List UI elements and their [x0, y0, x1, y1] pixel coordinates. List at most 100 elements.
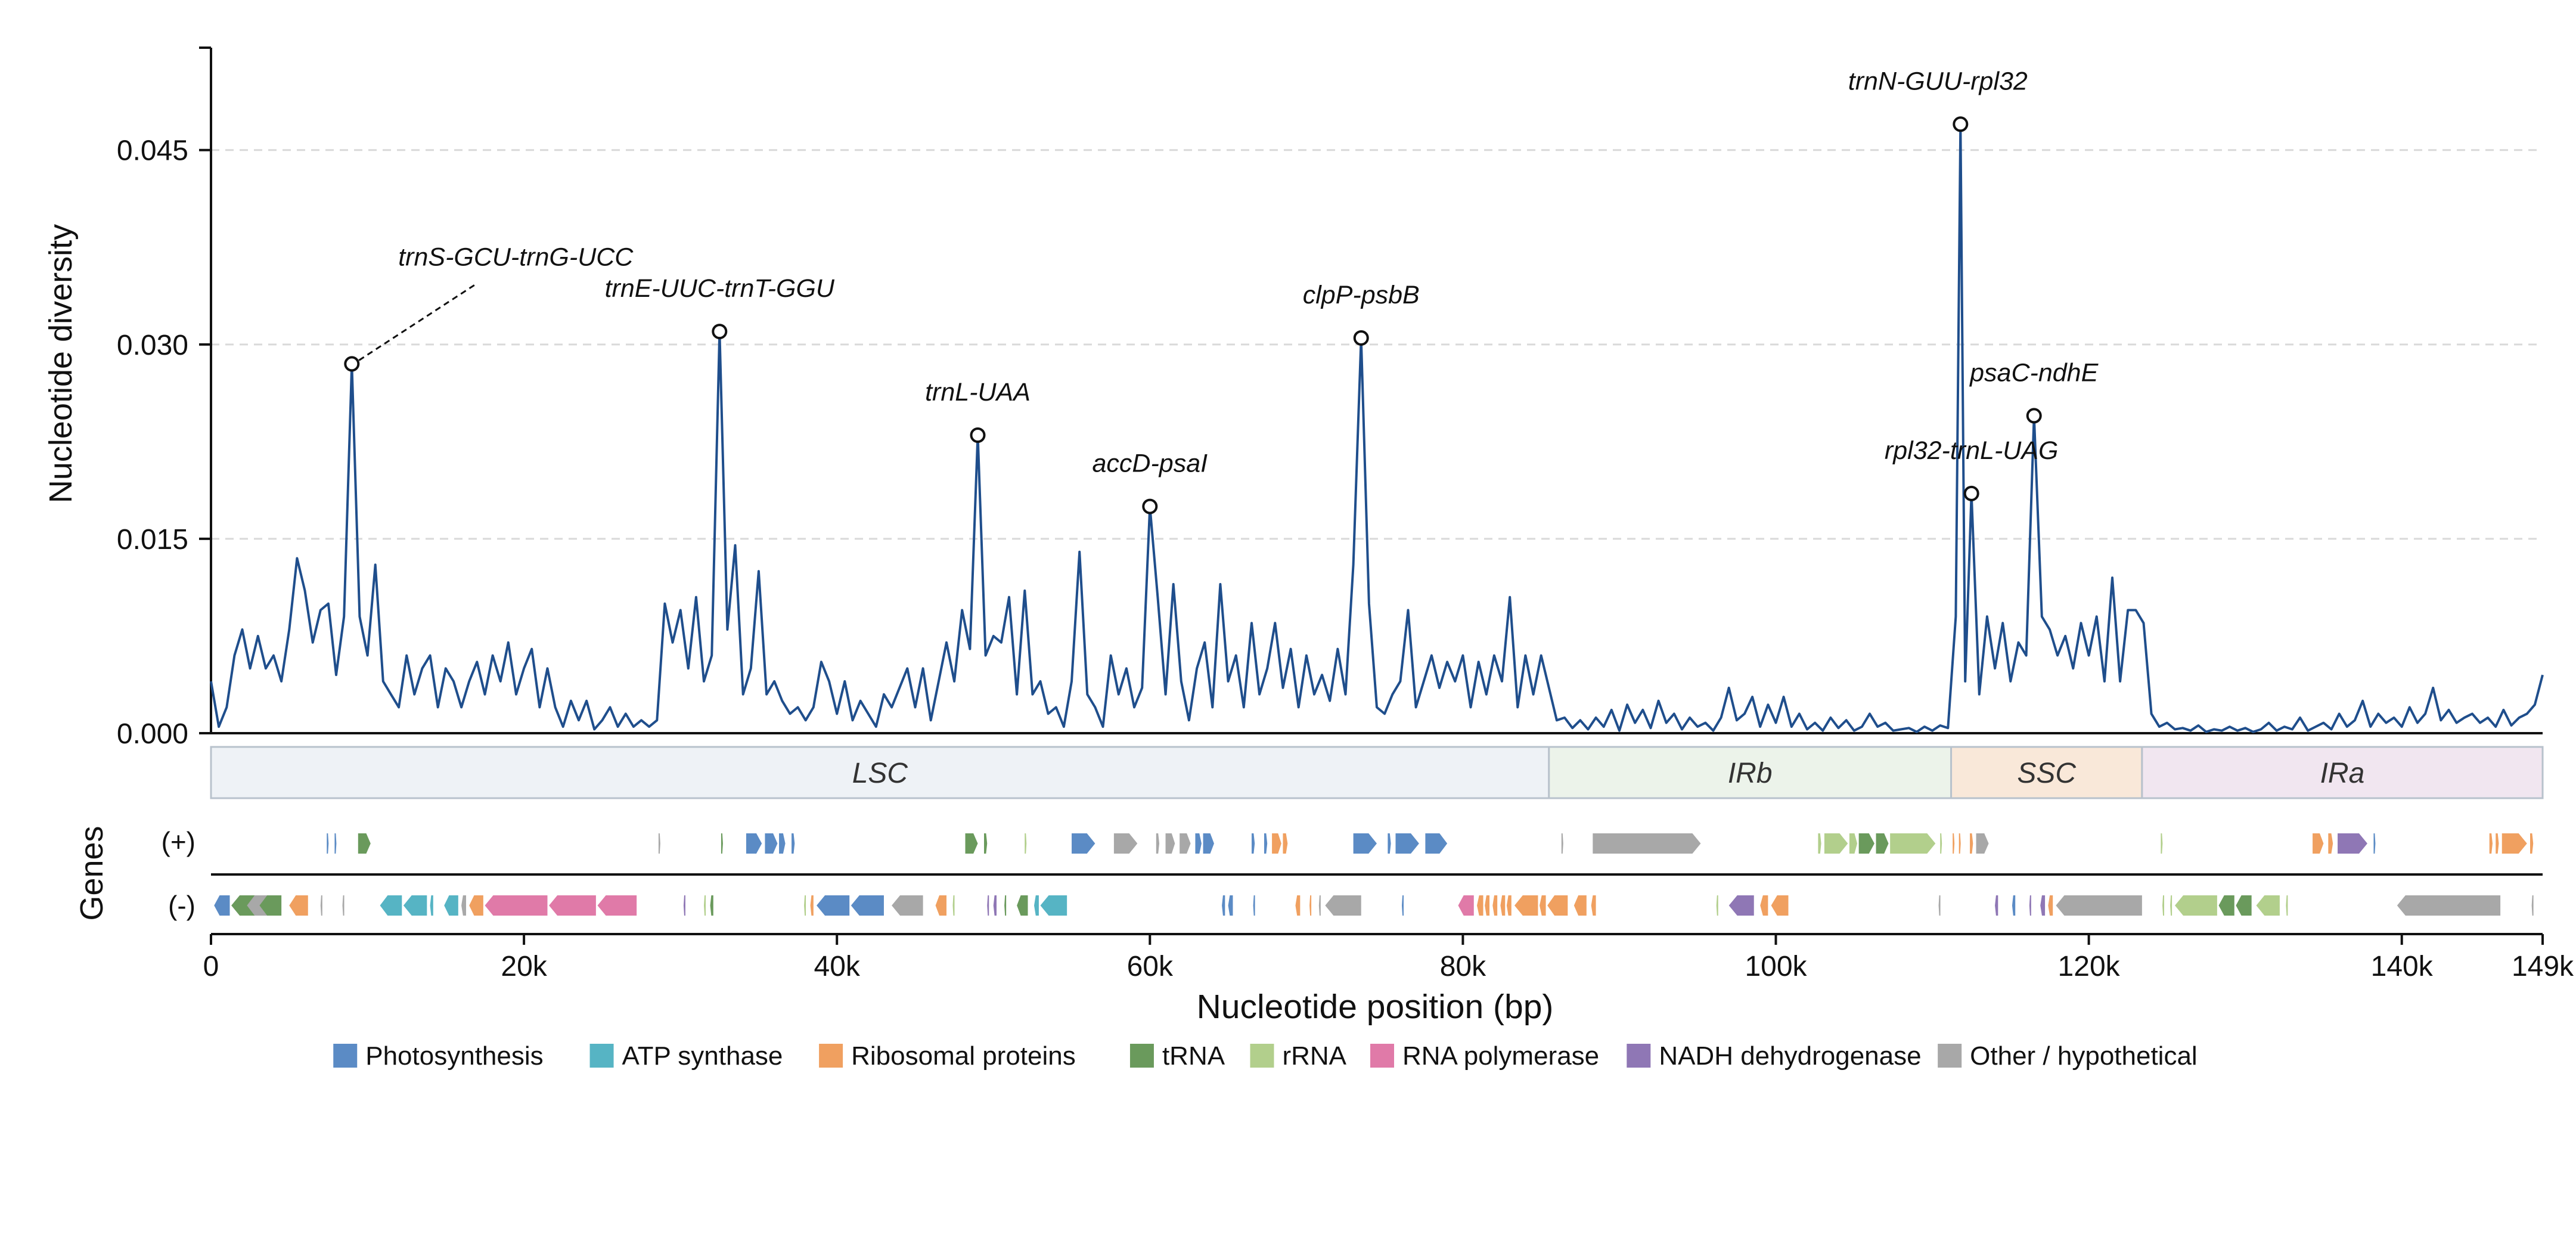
peak-annotation: trnN-GUU-rpl32 [1848, 67, 2028, 132]
gene-plus [792, 833, 795, 854]
legend-swatch [1129, 1044, 1154, 1068]
gene-minus [2056, 895, 2142, 916]
legend-item: NADH dehydrogenase [1627, 1041, 1922, 1071]
gene-minus [1771, 895, 1789, 916]
gene-plus [1858, 833, 1874, 854]
peak-annotation: trnE-UUC-trnT-GGU [605, 274, 835, 340]
gene-minus [1540, 895, 1546, 916]
gene-plus [2373, 833, 2376, 854]
gene-minus [1485, 895, 1490, 916]
gene-plus [1953, 833, 1955, 854]
peak-annotation: trnL-UAA [925, 378, 1031, 443]
gene-plus [2161, 833, 2163, 854]
axes: 0.000 0.015 0.030 0.045 0 20k 40k 60k 80k 100k 120… [117, 46, 2574, 982]
gene-track [211, 833, 2543, 916]
gene-minus [320, 895, 322, 916]
region-label: IRb [1728, 758, 1773, 789]
legend-label: ATP synthase [622, 1041, 783, 1071]
x-tick-label: 120k [2058, 951, 2121, 982]
gene-plus [334, 833, 337, 854]
gene-minus [342, 895, 344, 916]
region-band: IRb [1548, 746, 1953, 799]
gene-plus [1072, 833, 1095, 854]
gene-minus [1222, 895, 1225, 916]
gene-plus [1940, 833, 1942, 854]
gene-minus [987, 895, 989, 916]
peak-annotation: accD-psaI [1093, 449, 1208, 514]
gene-minus [2531, 895, 2534, 916]
region-label: LSC [852, 758, 908, 789]
gene-minus [2286, 895, 2288, 916]
gene-minus [1547, 895, 1568, 916]
gene-minus [2048, 895, 2053, 916]
gene-minus [1402, 895, 1404, 916]
peak-label: rpl32-trnL-UAG [1885, 436, 2059, 465]
gene-minus [1716, 895, 1718, 916]
plus-strand-label: (+) [162, 826, 196, 857]
y-tick-label: 0.030 [117, 330, 188, 361]
gene-plus [2338, 833, 2367, 854]
peak-label: trnL-UAA [925, 378, 1031, 407]
gene-minus [1004, 895, 1007, 916]
peak-label: clpP-psbB [1303, 281, 1420, 309]
x-axis-label: Nucleotide position (bp) [1197, 988, 1554, 1026]
gene-minus [1040, 895, 1067, 916]
peak-marker [712, 324, 728, 340]
gene-plus [1388, 833, 1391, 854]
gene-plus [1025, 833, 1027, 854]
gene-minus [2397, 895, 2501, 916]
region-band: SSC [1950, 746, 2143, 799]
legend-label: rRNA [1282, 1041, 1346, 1071]
peak-annotations: trnS-GCU-trnG-UCC trnE-UUC-trnT-GGU trnL-U… [344, 67, 2099, 514]
diversity-line [210, 123, 2544, 733]
legend-item: tRNA [1129, 1041, 1225, 1071]
gene-minus [804, 895, 806, 916]
gene-plus [1818, 833, 1821, 854]
gene-plus [1203, 833, 1214, 854]
x-tick-label: 0 [203, 951, 219, 982]
legend-swatch [819, 1044, 843, 1068]
legend-swatch [1370, 1044, 1394, 1068]
gene-minus [2012, 895, 2016, 916]
gene-minus [1325, 895, 1361, 916]
gene-plus [965, 833, 978, 854]
y-tick-label: 0.045 [117, 135, 188, 167]
legend-swatch [1250, 1044, 1274, 1068]
gene-plus [2501, 833, 2527, 854]
gene-plus [2496, 833, 2499, 854]
gene-plus [358, 833, 371, 854]
legend-swatch [1627, 1044, 1651, 1068]
legend-swatch [1938, 1044, 1962, 1068]
region-rect [1548, 746, 1953, 799]
legend-swatch [333, 1044, 358, 1068]
peak-label: trnN-GUU-rpl32 [1848, 67, 2028, 95]
gene-minus [2040, 895, 2046, 916]
gene-plus [721, 833, 723, 854]
region-label: IRa [2320, 758, 2365, 789]
gene-minus [1253, 895, 1255, 916]
region-bands: LSC IRb SSC IRa [210, 746, 2544, 799]
gene-plus [1959, 833, 1961, 854]
x-tick-label: 100k [1745, 951, 1807, 982]
legend-item: Ribosomal proteins [819, 1041, 1076, 1071]
gene-minus [683, 895, 685, 916]
gene-minus [380, 895, 402, 916]
gene-minus [1514, 895, 1538, 916]
gene-plus [1283, 833, 1288, 854]
gene-plus [1113, 833, 1138, 854]
gene-minus [597, 895, 637, 916]
gene-minus [993, 895, 997, 916]
gene-minus [1760, 895, 1768, 916]
x-tick-label: 140k [2371, 951, 2434, 982]
gene-plus [1561, 833, 1563, 854]
legend-label: Photosynthesis [365, 1041, 543, 1071]
gene-plus [1976, 833, 1989, 854]
legend-item: Other / hypothetical [1938, 1041, 2198, 1071]
gene-minus [817, 895, 850, 916]
gene-minus [892, 895, 923, 916]
peak-leader-line [358, 283, 478, 361]
gene-plus [2489, 833, 2493, 854]
peak-marker [1353, 330, 1369, 346]
gene-minus [1492, 895, 1498, 916]
legend-label: Other / hypothetical [1970, 1041, 2198, 1071]
